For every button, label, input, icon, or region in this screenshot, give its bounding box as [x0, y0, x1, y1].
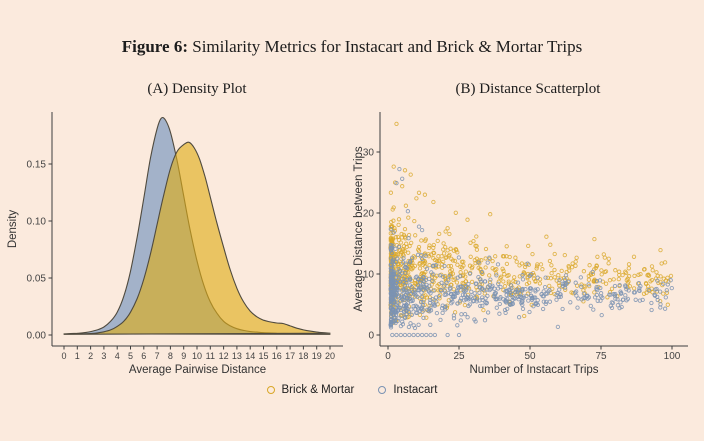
panel-b-title: (B) Distance Scatterplot	[455, 81, 601, 97]
instacart-marker-icon	[378, 386, 387, 394]
svg-text:1: 1	[75, 351, 80, 361]
svg-text:Average Pairwise Distance: Average Pairwise Distance	[129, 364, 266, 376]
svg-text:100: 100	[664, 351, 681, 362]
svg-text:0.15: 0.15	[27, 160, 47, 171]
svg-text:75: 75	[595, 351, 607, 362]
figure-title-prefix: Figure 6:	[121, 37, 188, 56]
svg-text:14: 14	[245, 351, 255, 361]
legend-label-brick-mortar: Brick & Mortar	[281, 384, 355, 396]
svg-text:0: 0	[61, 351, 66, 361]
svg-text:Number of Instacart Trips: Number of Instacart Trips	[469, 364, 598, 376]
svg-text:Average Distance between Trips: Average Distance between Trips	[353, 146, 365, 312]
svg-text:Density: Density	[7, 210, 19, 249]
svg-text:0: 0	[368, 331, 374, 342]
svg-text:25: 25	[453, 351, 465, 362]
density-plot: 0 1 2 3 4 5 6 7 8 9 10 11 12 13 14 15 16 17 18 19 200.000.05…	[7, 112, 343, 376]
svg-text:15: 15	[258, 351, 268, 361]
svg-text:19: 19	[312, 351, 322, 361]
svg-text:5: 5	[128, 351, 133, 361]
svg-text:10: 10	[363, 270, 375, 281]
svg-text:8: 8	[168, 351, 173, 361]
svg-text:0.00: 0.00	[27, 331, 47, 342]
svg-text:7: 7	[155, 351, 160, 361]
svg-text:20: 20	[325, 351, 335, 361]
svg-text:4: 4	[115, 351, 120, 361]
panel-a-title: (A) Density Plot	[147, 81, 247, 97]
svg-text:12: 12	[219, 351, 229, 361]
svg-text:17: 17	[285, 351, 295, 361]
svg-text:16: 16	[272, 351, 282, 361]
scatter-plot: 0 25 50 75 100 0 10 20 30 Number of Instacart Tri…	[353, 112, 688, 376]
scatter-points-instacart	[388, 166, 674, 338]
svg-text:18: 18	[298, 351, 308, 361]
legend-item-brick-mortar: Brick & Mortar	[266, 384, 355, 396]
legend-label-instacart: Instacart	[393, 384, 438, 396]
svg-text:10: 10	[192, 351, 202, 361]
svg-text:2: 2	[88, 351, 93, 361]
svg-text:50: 50	[524, 351, 536, 362]
figure-title-text: Similarity Metrics for Instacart and Bri…	[192, 37, 583, 56]
svg-text:9: 9	[181, 351, 186, 361]
figure-title: Figure 6: Similarity Metrics for Instaca…	[0, 37, 704, 57]
svg-text:6: 6	[141, 351, 146, 361]
svg-text:0.10: 0.10	[27, 217, 47, 228]
legend: Brick & Mortar Instacart	[0, 384, 704, 396]
svg-text:13: 13	[232, 351, 242, 361]
brick-mortar-marker-icon	[266, 386, 275, 394]
svg-text:0: 0	[385, 351, 391, 362]
svg-text:3: 3	[101, 351, 106, 361]
svg-text:20: 20	[363, 209, 375, 220]
svg-text:11: 11	[206, 351, 215, 361]
legend-item-instacart: Instacart	[378, 384, 437, 396]
density-curve-brick-mortar	[63, 141, 331, 335]
svg-text:0.05: 0.05	[27, 274, 47, 285]
svg-text:30: 30	[363, 148, 375, 159]
